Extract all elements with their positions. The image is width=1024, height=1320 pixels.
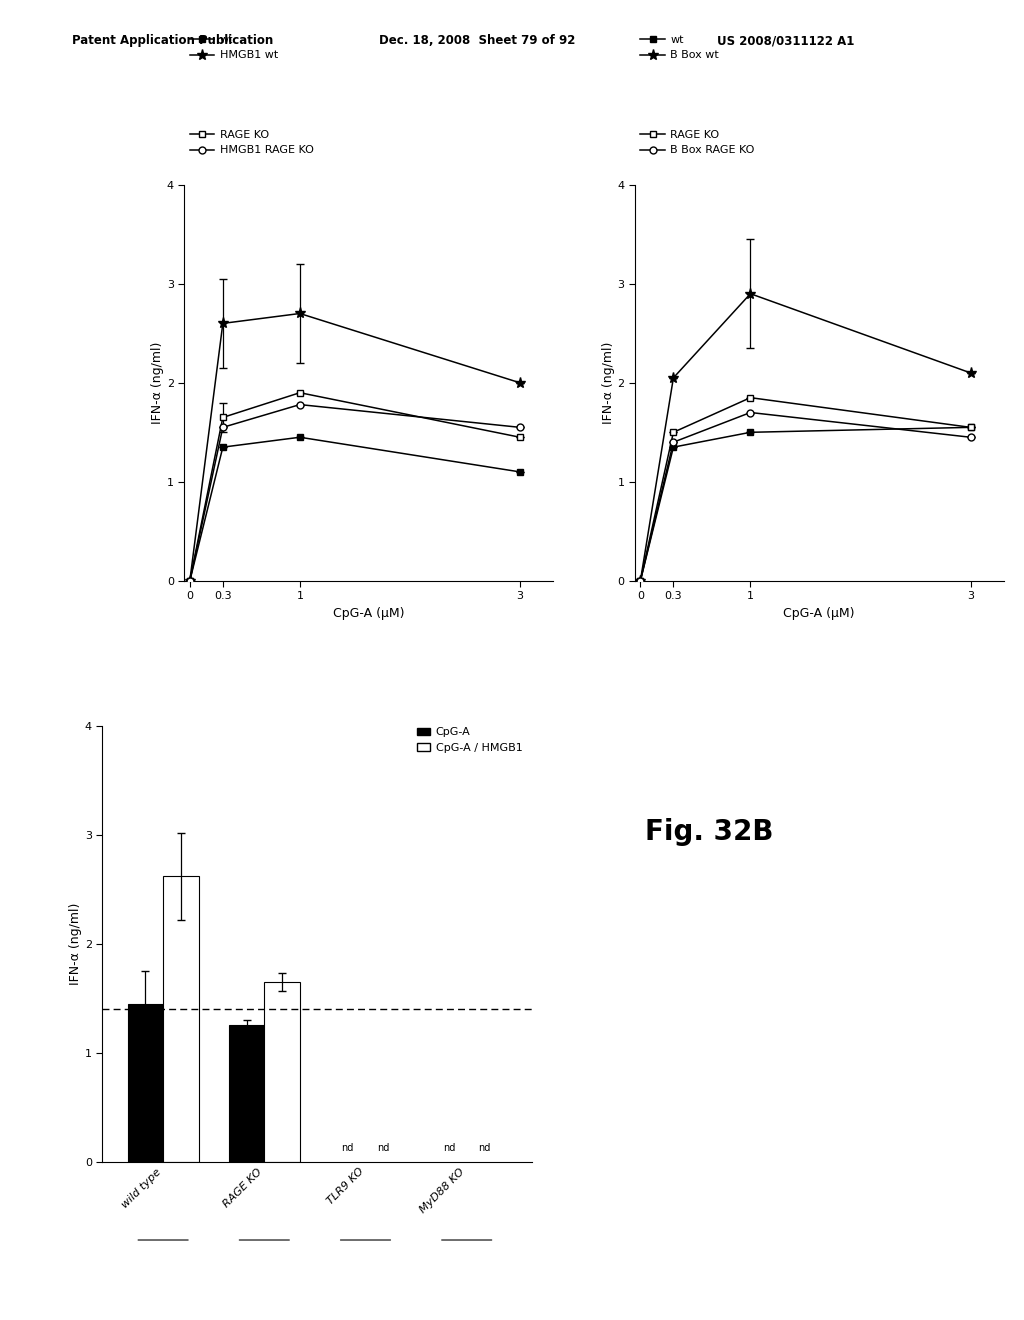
Text: Fig. 32B: Fig. 32B — [645, 818, 773, 846]
Bar — [229, 1026, 264, 1162]
Legend: RAGE KO, HMGB1 RAGE KO: RAGE KO, HMGB1 RAGE KO — [189, 129, 313, 156]
Y-axis label: IFN-α (ng/ml): IFN-α (ng/ml) — [601, 342, 614, 424]
X-axis label: CpG-A (μM): CpG-A (μM) — [783, 607, 855, 620]
Text: nd: nd — [478, 1143, 490, 1152]
Y-axis label: IFN-α (ng/ml): IFN-α (ng/ml) — [69, 903, 82, 985]
Bar — [128, 1003, 163, 1162]
Text: Patent Application Publication: Patent Application Publication — [72, 34, 273, 48]
Bar — [163, 876, 199, 1162]
Legend: RAGE KO, B Box RAGE KO: RAGE KO, B Box RAGE KO — [640, 129, 755, 156]
Y-axis label: IFN-α (ng/ml): IFN-α (ng/ml) — [151, 342, 164, 424]
Text: nd: nd — [442, 1143, 456, 1152]
Text: US 2008/0311122 A1: US 2008/0311122 A1 — [717, 34, 854, 48]
Text: Dec. 18, 2008  Sheet 79 of 92: Dec. 18, 2008 Sheet 79 of 92 — [379, 34, 575, 48]
Text: nd: nd — [342, 1143, 354, 1152]
Text: nd: nd — [377, 1143, 389, 1152]
X-axis label: CpG-A (μM): CpG-A (μM) — [333, 607, 404, 620]
Legend: CpG-A, CpG-A / HMGB1: CpG-A, CpG-A / HMGB1 — [413, 723, 527, 758]
Bar — [264, 982, 300, 1162]
